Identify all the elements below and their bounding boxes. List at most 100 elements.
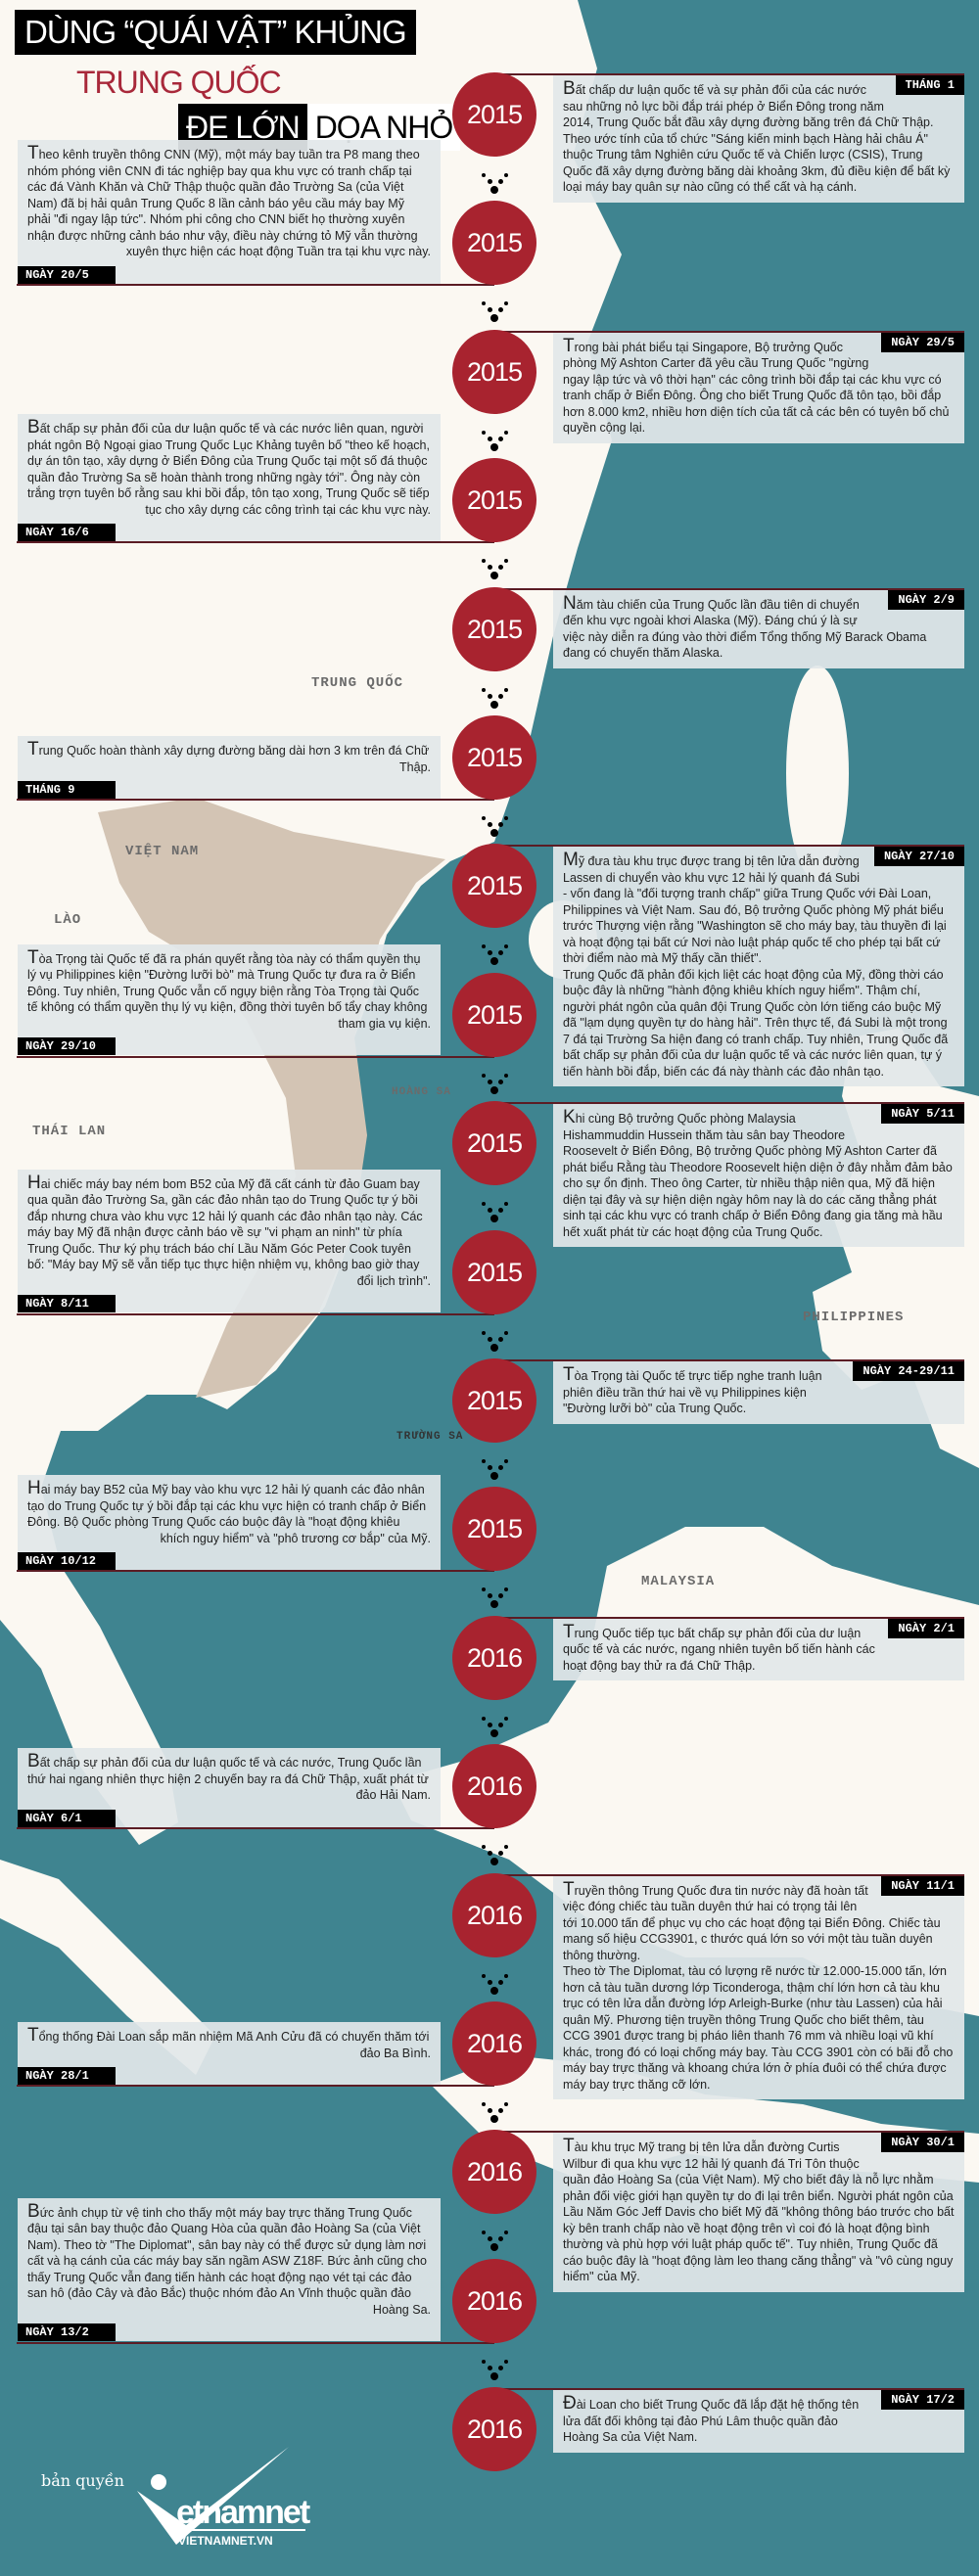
connector-dot — [488, 2365, 492, 2370]
connector-dot — [482, 1587, 486, 1592]
map-label-paracel: HOÀNG SA — [392, 1086, 451, 1098]
year-circle: 2015 — [452, 72, 536, 157]
date-tag: NGÀY 27/10 — [873, 847, 964, 867]
date-tag: NGÀY 5/11 — [881, 1104, 964, 1125]
event-text: Tổng thống Đài Loan sắp mãn nhiệm Mã Anh… — [27, 2025, 431, 2060]
connector-dot — [498, 2236, 503, 2242]
connector-dot — [504, 2231, 508, 2235]
connector-dot — [498, 2108, 503, 2113]
connector-dot — [482, 301, 486, 306]
event-text: Năm tàu chiến của Trung Quốc lần đầu tiê… — [563, 592, 927, 661]
event-card: Hai chiếc máy bay ném bom B52 của Mỹ đã … — [18, 1169, 441, 1313]
sumatra-land — [0, 1860, 215, 2075]
connector-dots — [480, 941, 509, 966]
connector-dots — [480, 2098, 509, 2123]
connector-dot — [498, 179, 503, 184]
year-circle: 2015 — [452, 586, 536, 671]
event-text: Tòa Trọng tài Quốc tế đã ra phán quyết r… — [27, 946, 431, 1031]
event-card: Bức ảnh chụp từ vệ tinh cho thấy một máy… — [18, 2197, 441, 2342]
connector-dot — [488, 1851, 492, 1857]
connector-dot — [498, 1593, 503, 1599]
connector-dots — [480, 684, 509, 709]
year-circle: 2015 — [452, 201, 536, 286]
year-circle: 2016 — [452, 1872, 536, 1957]
event-card: Tòa Trọng tài Quốc tế đã ra phán quyết r… — [18, 943, 441, 1056]
connector-line — [17, 1570, 494, 1573]
event-text: Hai chiếc máy bay ném bom B52 của Mỹ đã … — [27, 1172, 431, 1288]
connector-dots — [480, 2227, 509, 2252]
connector-dot — [488, 2236, 492, 2242]
connector-line — [497, 1359, 964, 1361]
event-card: Hai máy bay B52 của Mỹ bay vào khu vực 1… — [18, 1475, 441, 1571]
year-circle: 2015 — [452, 1487, 536, 1572]
connector-dot — [498, 1079, 503, 1084]
connector-dot — [490, 700, 498, 709]
connector-dot — [482, 687, 486, 692]
connector-dots — [480, 555, 509, 580]
connector-dot — [498, 693, 503, 699]
event-card: NGÀY 17/2 Đài Loan cho biết Trung Quốc đã… — [553, 2390, 964, 2453]
connector-dot — [490, 186, 498, 194]
copyright-label: bản quyền — [41, 2471, 124, 2490]
connector-dot — [504, 1459, 508, 1463]
connector-dot — [498, 2365, 503, 2370]
connector-dots — [480, 1455, 509, 1480]
connector-dot — [504, 687, 508, 692]
connector-dot — [498, 307, 503, 313]
event-text: Bất chấp dư luận quốc tế và sự phản đối … — [563, 78, 951, 194]
event-text: Bất chấp sự phản đối của dư luận quốc tế… — [27, 417, 431, 517]
event-text: Tòa Trọng tài Quốc tế trực tiếp nghe tra… — [563, 1364, 822, 1415]
connector-dot — [482, 816, 486, 820]
map-label-spratly: TRƯỜNG SA — [396, 1431, 464, 1443]
date-tag: THÁNG 1 — [895, 75, 964, 95]
map-label-philippines: PHILIPPINES — [803, 1310, 905, 1325]
connector-line — [17, 284, 494, 287]
event-card: THÁNG 1 Bất chấp dư luận quốc tế và sự ph… — [553, 75, 964, 203]
connector-line — [497, 1102, 964, 1105]
event-text: Theo kênh truyền thông CNN (Mỹ), một máy… — [27, 143, 431, 259]
connector-dot — [488, 1593, 492, 1599]
connector-dot — [504, 2102, 508, 2106]
year-circle: 2015 — [452, 329, 536, 414]
connector-dot — [490, 957, 498, 966]
connector-dot — [490, 2115, 498, 2123]
connector-dots — [480, 1070, 509, 1094]
map-label-malaysia: MALAYSIA — [641, 1574, 716, 1589]
connector-dot — [498, 565, 503, 571]
date-tag: NGÀY 2/9 — [888, 589, 964, 610]
connector-dot — [490, 1600, 498, 1609]
connector-dots — [480, 298, 509, 323]
connector-dot — [490, 314, 498, 323]
connector-line — [497, 1873, 964, 1876]
connector-dot — [504, 944, 508, 949]
connector-line — [497, 587, 964, 590]
connector-dot — [504, 1073, 508, 1078]
title-line-1: DÙNG “QUÁI VẬT” KHỦNG — [15, 10, 416, 55]
connector-dot — [482, 559, 486, 564]
event-card: NGÀY 24-29/11 Tòa Trọng tài Quốc tế trực … — [553, 1361, 964, 1424]
connector-dot — [498, 1851, 503, 1857]
year-circle: 2015 — [452, 1358, 536, 1443]
event-card: Trung Quốc hoàn thành xây dựng đường băn… — [18, 736, 441, 799]
connector-dot — [490, 1858, 498, 1866]
event-text: Theo tờ The Diplomat, tàu có lượng rẽ nư… — [563, 1964, 954, 2092]
connector-dot — [488, 693, 492, 699]
connector-dot — [490, 1085, 498, 1094]
year-circle: 2015 — [452, 972, 536, 1057]
connector-dot — [488, 950, 492, 956]
date-tag: NGÀY 28/1 — [18, 2067, 116, 2085]
connector-dot — [490, 1472, 498, 1480]
event-text: Khi cùng Bộ trưởng Quốc phòng Malaysia H… — [563, 1107, 953, 1239]
event-card: NGÀY 5/11 Khi cùng Bộ trưởng Quốc phòng M… — [553, 1104, 964, 1248]
date-tag: NGÀY 11/1 — [881, 1875, 964, 1896]
connector-dot — [504, 2359, 508, 2364]
logo-url-text: VIETNAMNET.VN — [178, 2534, 273, 2548]
connector-dots — [480, 1584, 509, 1609]
connector-dot — [498, 1208, 503, 1214]
connector-dot — [498, 1979, 503, 1985]
connector-line — [17, 2341, 494, 2344]
year-circle: 2015 — [452, 1101, 536, 1186]
connector-dot — [504, 1845, 508, 1850]
connector-dot — [482, 1073, 486, 1078]
connector-dot — [482, 1330, 486, 1335]
